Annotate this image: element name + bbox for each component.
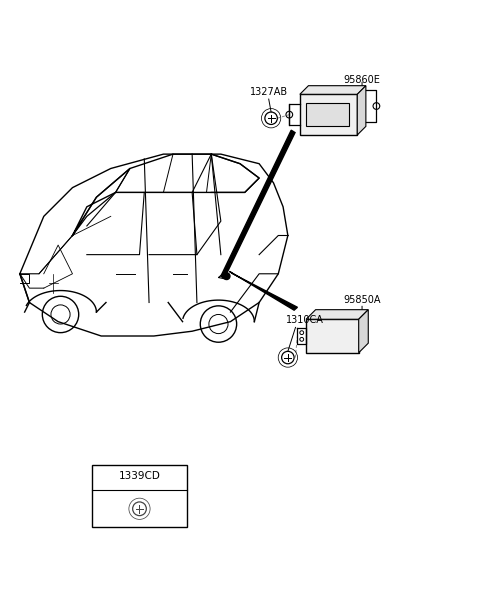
Polygon shape bbox=[300, 86, 366, 94]
Circle shape bbox=[223, 273, 230, 280]
Bar bbox=[300, 94, 357, 135]
Polygon shape bbox=[359, 310, 368, 353]
Polygon shape bbox=[306, 310, 368, 319]
Text: 1339CD: 1339CD bbox=[119, 471, 160, 482]
Bar bbox=[306, 319, 359, 353]
Text: 95860E: 95860E bbox=[344, 75, 381, 85]
Bar bbox=[92, 465, 187, 528]
Text: 95850A: 95850A bbox=[343, 295, 381, 305]
Polygon shape bbox=[221, 130, 295, 278]
Text: 1310CA: 1310CA bbox=[286, 315, 324, 325]
Polygon shape bbox=[357, 86, 366, 135]
Bar bbox=[306, 103, 348, 126]
Polygon shape bbox=[229, 272, 298, 310]
Text: 1327AB: 1327AB bbox=[250, 87, 288, 97]
